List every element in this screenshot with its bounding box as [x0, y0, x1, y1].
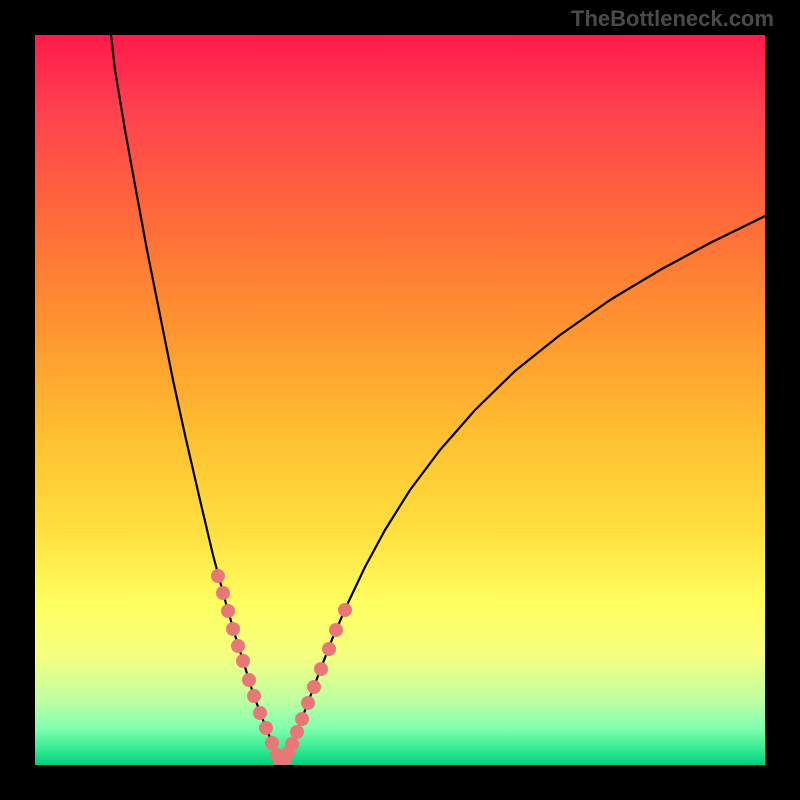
outer-frame: TheBottleneck.com [0, 0, 800, 800]
right-curve [282, 216, 765, 765]
markers-right-group [277, 603, 352, 769]
markers-left-group [211, 569, 288, 770]
chart-svg [0, 0, 800, 800]
left-curve [111, 35, 282, 765]
